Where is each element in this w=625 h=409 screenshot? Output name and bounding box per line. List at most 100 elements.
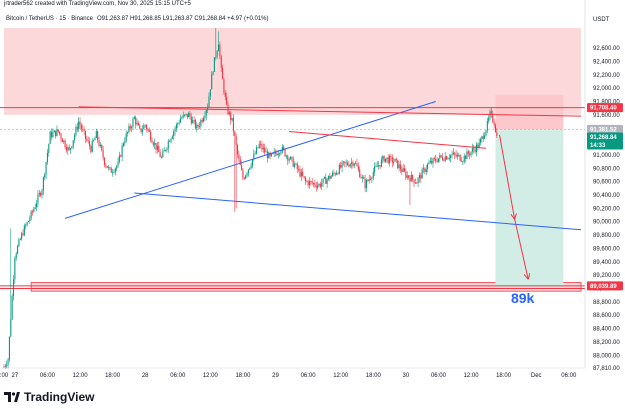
candle-body [394,158,396,162]
candle-body [327,175,330,180]
candle-body [436,160,438,163]
candle-body [298,169,300,170]
candle-body [209,89,211,97]
candle-body [131,127,133,129]
candle-body [223,79,225,93]
candle-body [295,163,297,165]
candle-body [488,117,490,121]
candle-body [181,117,183,119]
candle-body [283,146,285,150]
candle-body [42,177,44,191]
candle-body [414,182,416,184]
forecast-arrow [499,134,515,218]
price-tick-label: 90,600.00 [593,180,620,186]
candle-body [379,165,381,167]
candle-body [460,160,463,162]
candle-body [26,222,28,226]
candle-body [465,155,467,159]
target-annotation: 89k [511,290,535,306]
axes-layer: USDT 92,600.00 92,400.00 92,200.00 92,000.00… [0,0,625,380]
candle-body [250,165,252,168]
price-tag [587,103,623,113]
candle-body [59,131,61,135]
candle-body [482,136,484,139]
time-tick-label: 06:00 [40,373,56,379]
candle-body [175,124,177,129]
time-tick-label: 06:00 [561,373,577,379]
candle-body [19,239,21,240]
candle-body [82,128,84,130]
candle-body [467,151,469,154]
candle-body [459,154,461,161]
candle-body [458,154,460,156]
candle-body [478,142,480,149]
candle-body [178,122,180,124]
candle-body [159,152,161,157]
candle-body [141,129,144,132]
candle-body [475,144,478,153]
candle-body [135,117,137,125]
candle-body [241,165,243,171]
price-axis-unit: USDT [593,17,610,23]
candle-body [284,149,286,157]
candle-body [97,131,99,141]
candle-body [469,153,471,156]
candle-body [4,366,6,367]
position-risk-zone [495,94,564,130]
candle-body [314,183,316,186]
candle-body [433,158,435,160]
candle-body [428,162,430,164]
candle-body [242,170,244,179]
candle-body [437,158,439,163]
price-tag [587,124,623,134]
candle-body [184,114,186,116]
tradingview-brand[interactable]: TradingView [4,389,94,405]
candle-body [201,119,203,122]
candle-body [165,150,167,151]
candle-body [18,239,20,246]
candle-body [148,129,150,132]
candle-body [370,178,372,180]
candle-body [403,168,406,172]
time-tick-label: 06:00 [170,373,186,379]
candle-body [364,179,366,189]
price-tick-label: 89,200.00 [593,273,620,279]
candle-body [163,150,165,152]
candle-body [380,159,382,167]
candle-body [197,124,199,127]
candle-body [463,155,465,162]
candle-body [166,148,168,151]
candle-body [446,156,448,160]
candle-body [410,175,412,182]
price-tick-label: 91,600.00 [593,113,620,119]
candle-body [23,225,25,236]
candle-body [205,110,207,116]
candle-body [137,122,139,126]
candle-body [317,185,319,188]
candle-body [285,155,287,157]
candle-body [243,178,245,180]
candle-body [425,168,427,172]
candle-body [352,162,354,166]
candle-body [408,175,410,178]
time-tick-label: :00 [0,373,9,379]
trendline [78,106,582,117]
candle-body [14,258,16,280]
candle-body [44,174,46,178]
candle-body [88,141,91,147]
candle-body [215,56,217,58]
candle-body [315,185,317,188]
candle-body [311,181,313,184]
candle-body [213,57,215,72]
time-tick-label: 06:00 [301,373,317,379]
candle-body [384,158,387,162]
candle-body [124,141,126,144]
candle-body [121,145,123,157]
candle-body [98,140,100,146]
time-tick-label: 18:00 [105,373,121,379]
candle-body [25,225,27,227]
candle-body [158,145,160,153]
trendline [289,131,487,149]
